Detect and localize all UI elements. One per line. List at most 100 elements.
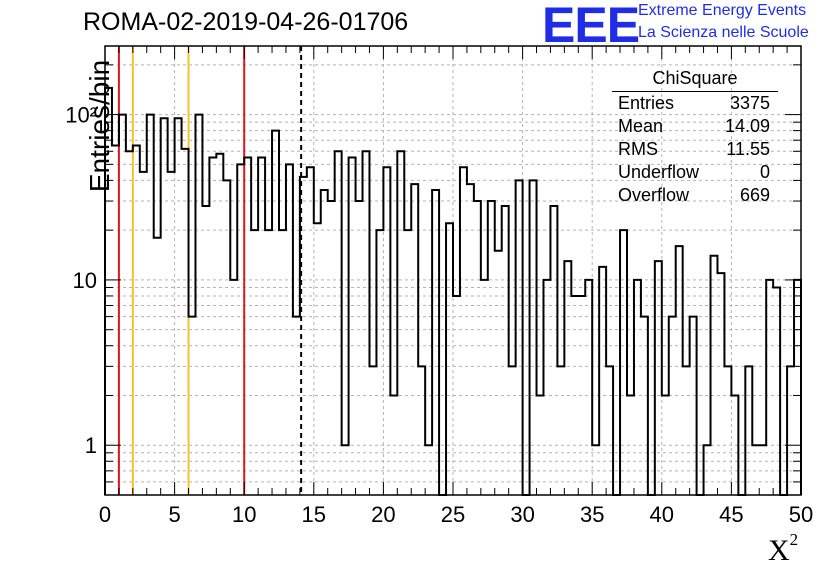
histogram-bin xyxy=(766,280,773,495)
histogram-bin xyxy=(189,317,196,495)
stats-value: 11.55 xyxy=(726,139,770,159)
stats-label: RMS xyxy=(618,139,658,159)
logo-line-1: Extreme Energy Events xyxy=(638,2,807,19)
histogram-bin xyxy=(223,180,230,495)
histogram-bin xyxy=(543,280,550,495)
histogram-bin xyxy=(481,280,488,495)
chart-title: ROMA-02-2019-04-26-01706 xyxy=(83,8,409,36)
histogram-bin xyxy=(175,118,182,495)
x-tick-label: 20 xyxy=(371,502,395,527)
eee-logo-mark: EEE xyxy=(542,0,640,53)
histogram-bin xyxy=(383,167,390,495)
histogram-bin xyxy=(307,167,314,495)
histogram-bin xyxy=(258,158,265,495)
histogram-bin xyxy=(641,317,648,495)
stats-box: ChiSquare Entries 3375 Mean 14.09 RMS 11… xyxy=(612,67,778,207)
histogram-bin xyxy=(161,118,168,495)
histogram-bin xyxy=(126,151,133,495)
stats-row-entries: Entries 3375 xyxy=(612,92,778,115)
histogram-bin xyxy=(349,158,356,495)
stats-label: Overflow xyxy=(618,185,690,205)
histogram-bin xyxy=(467,184,474,495)
histogram-bin xyxy=(119,115,126,495)
histogram-bin xyxy=(335,151,342,495)
stats-title: ChiSquare xyxy=(612,67,778,92)
histogram-bin xyxy=(509,366,516,495)
histogram-bin xyxy=(787,366,794,495)
stats-row-mean: Mean 14.09 xyxy=(612,115,778,138)
histogram-bin xyxy=(745,366,752,495)
histogram-bin xyxy=(404,230,411,495)
histogram-outline xyxy=(104,86,802,496)
stats-label: Entries xyxy=(618,93,675,113)
histogram-bin xyxy=(195,115,202,495)
histogram-bin xyxy=(634,280,641,495)
histogram-bin xyxy=(272,131,279,495)
histogram-bin xyxy=(488,201,495,495)
logo-line-2: La Scienza nelle Scuole xyxy=(638,24,809,41)
x-tick-label: 50 xyxy=(789,502,813,527)
stats-row-rms: RMS 11.55 xyxy=(612,138,778,161)
y-axis-label: Entries/bin xyxy=(84,59,116,193)
histogram-bin xyxy=(363,151,370,495)
x-tick-label: 0 xyxy=(99,502,111,527)
histogram-bin xyxy=(460,167,467,495)
histogram-bin xyxy=(724,366,731,495)
y-tick-label: 1 xyxy=(85,433,97,458)
stats-row-overflow: Overflow 669 xyxy=(612,184,778,207)
histogram-bin xyxy=(168,172,175,495)
histogram-bin xyxy=(369,366,376,495)
histogram-bin xyxy=(293,317,300,495)
histogram-bin xyxy=(711,256,718,495)
x-tick-label: 15 xyxy=(302,502,326,527)
histogram-bin xyxy=(265,230,272,495)
histogram-bin xyxy=(328,201,335,495)
x-tick-label: 45 xyxy=(719,502,743,527)
histogram-bin xyxy=(585,280,592,495)
stats-value: 0 xyxy=(759,162,770,182)
x-tick-label: 25 xyxy=(441,502,465,527)
stats-value: 669 xyxy=(739,185,770,205)
histogram-bin xyxy=(251,230,258,495)
histogram-bin xyxy=(432,190,439,495)
histogram-bin xyxy=(446,223,453,495)
histogram-bin xyxy=(356,201,363,495)
x-axis-label: X2 xyxy=(768,530,799,567)
histogram-bin xyxy=(794,280,801,495)
histogram-bin xyxy=(244,158,251,495)
histogram-bin xyxy=(474,201,481,495)
x-tick-label: 5 xyxy=(168,502,180,527)
histogram-bin xyxy=(606,366,613,495)
x-tick-label: 30 xyxy=(510,502,534,527)
y-tick-label: 10² xyxy=(65,103,97,128)
x-tick-label: 35 xyxy=(580,502,604,527)
histogram-bin xyxy=(140,172,147,495)
histogram-bin xyxy=(202,206,209,495)
histogram-bin xyxy=(147,115,154,495)
histogram-bin xyxy=(690,317,697,495)
histogram-bin xyxy=(411,184,418,495)
histogram-bin xyxy=(112,146,119,495)
stats-label: Underflow xyxy=(618,162,700,182)
y-tick-label: 10 xyxy=(73,268,97,293)
stats-row-underflow: Underflow 0 xyxy=(612,161,778,184)
histogram-bin xyxy=(530,180,537,495)
histogram-bin xyxy=(133,146,140,495)
histogram-bin xyxy=(216,154,223,495)
histogram-bin xyxy=(397,151,404,495)
histogram-bin xyxy=(418,366,425,495)
stats-value: 3375 xyxy=(729,93,770,113)
histogram-bin xyxy=(669,317,676,495)
histogram-bin xyxy=(376,230,383,495)
x-tick-label: 10 xyxy=(232,502,256,527)
histogram-bin xyxy=(314,223,321,495)
histogram-bin xyxy=(550,206,557,495)
x-tick-label: 40 xyxy=(650,502,674,527)
histogram-bin xyxy=(230,280,237,495)
histogram-bin xyxy=(683,366,690,495)
histogram-bin xyxy=(516,180,523,495)
histogram-bin xyxy=(676,246,683,495)
stats-label: Mean xyxy=(618,116,664,136)
histogram-bin xyxy=(321,190,328,495)
